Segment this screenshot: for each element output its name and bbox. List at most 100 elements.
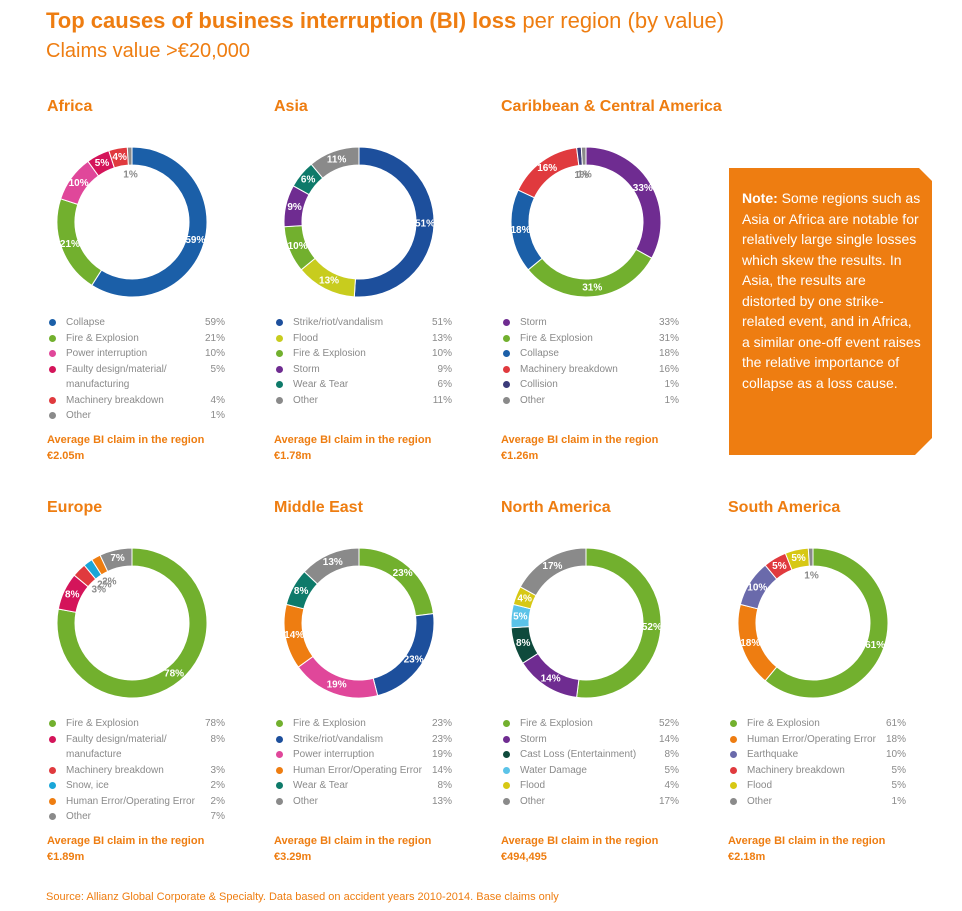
title-bold: Top causes of business interruption (BI)… — [46, 8, 517, 33]
legend-swatch — [503, 797, 510, 805]
donut-slice — [580, 146, 587, 166]
legend-swatch — [276, 751, 283, 758]
legend-row: Machinery breakdown 5% — [728, 763, 906, 779]
legend-swatch — [276, 396, 283, 404]
legend-swatch — [49, 319, 56, 326]
legend-row: Fire & Explosion 21% — [47, 331, 225, 347]
legend-swatch — [49, 813, 56, 820]
legend: Fire & Explosion 78% Faulty design/materia… — [47, 716, 225, 825]
legend-label: Fire & Explosion — [66, 332, 139, 344]
legend-swatch — [503, 720, 510, 727]
slice-label: 3% — [92, 584, 107, 595]
note-label: Note: — [742, 190, 778, 206]
legend-label: Other — [66, 811, 92, 822]
slice-label: 4% — [517, 593, 532, 604]
average-value: €2.05m — [47, 450, 85, 462]
legend-value: 13% — [431, 795, 452, 807]
slice-label: 16% — [537, 163, 557, 174]
slice-label: 78% — [164, 668, 184, 679]
legend-label: Other — [520, 394, 546, 406]
legend-value: 5% — [891, 780, 906, 791]
slice-label: 21% — [60, 239, 80, 250]
slice-label: 13% — [323, 557, 343, 568]
legend-label: Storm — [293, 363, 320, 375]
legend-row: Collision 1% — [501, 377, 679, 393]
legend-label: Fire & Explosion — [293, 718, 366, 729]
legend-row: Human Error/Operating Error 18% — [728, 732, 906, 748]
donut-slice — [585, 146, 662, 259]
note-text: Note: Some regions such as Asia or Afric… — [742, 188, 922, 393]
slice-label: 59% — [185, 235, 205, 246]
legend-row: Power interruption 10% — [47, 346, 225, 362]
legend-swatch — [503, 735, 510, 743]
average-value: €2.18m — [728, 851, 766, 863]
slice-label: 1% — [577, 170, 592, 181]
legend-row: Storm 14% — [501, 732, 679, 748]
subtitle: Claims value >€20,000 — [46, 40, 251, 62]
legend-swatch — [730, 797, 737, 805]
donut-slice — [91, 146, 208, 298]
legend-row: Snow, ice 2% — [47, 778, 225, 794]
legend-label: Storm — [520, 733, 547, 745]
legend-label: Collapse — [66, 317, 105, 328]
donut-slice — [358, 547, 434, 617]
average-label: Average BI claim in the region — [47, 835, 205, 847]
legend: Storm 33% Fire & Explosion 31% Collapse 18% Ma… — [501, 315, 679, 408]
legend-swatch — [49, 396, 56, 404]
legend-value: 21% — [204, 332, 225, 344]
note-box — [729, 168, 932, 455]
legend-value: 8% — [664, 749, 679, 760]
average-label: Average BI claim in the region — [501, 434, 659, 446]
slice-label: 5% — [513, 611, 528, 622]
legend-value: 1% — [664, 394, 679, 406]
slice-label: 52% — [642, 622, 662, 633]
legend-row: Flood 5% — [728, 778, 906, 794]
source: Source: Allianz Global Corporate & Speci… — [46, 891, 559, 903]
legend-value: 4% — [210, 394, 225, 406]
legend-row: Water Damage 5% — [501, 763, 679, 779]
legend-label: Snow, ice — [66, 780, 109, 791]
legend-swatch — [276, 720, 283, 727]
legend-swatch — [503, 319, 510, 326]
slice-label: 10% — [747, 582, 767, 593]
legend-row: Machinery breakdown 4% — [47, 393, 225, 409]
legend-value: 7% — [210, 811, 225, 822]
slice-label: 6% — [301, 175, 316, 186]
legend-label: Human Error/Operating Error — [293, 764, 422, 776]
slice-label: 33% — [633, 183, 653, 194]
note-shape — [729, 168, 932, 455]
slice-label: 7% — [110, 553, 125, 564]
legend-value: 1% — [891, 795, 906, 807]
legend: Strike/riot/vandalism 51% Flood 13% Fire & E… — [274, 315, 452, 408]
average-value: €3.29m — [274, 851, 312, 863]
legend-row: Other 7% — [47, 809, 225, 825]
legend-swatch — [49, 334, 56, 342]
title: Top causes of business interruption (BI)… — [46, 8, 724, 34]
legend-swatch — [49, 720, 56, 727]
slice-label: 11% — [327, 155, 347, 166]
legend-row: Flood 4% — [501, 778, 679, 794]
slice-label: 18% — [740, 638, 760, 649]
legend-label: Other — [747, 795, 773, 807]
legend-swatch — [49, 365, 56, 373]
legend-value: 19% — [431, 749, 452, 760]
legend-label: Other — [66, 410, 92, 421]
legend-value: 23% — [431, 733, 452, 745]
legend-row: Other 17% — [501, 794, 679, 810]
legend-label: Flood — [520, 780, 546, 791]
legend-value: 3% — [210, 764, 225, 776]
average-label: Average BI claim in the region — [274, 835, 432, 847]
legend: Collapse 59% Fire & Explosion 21% Power inte… — [47, 315, 225, 424]
slice-label: 1% — [123, 170, 138, 181]
legend-swatch — [503, 365, 510, 373]
legend-label: Fire & Explosion — [520, 332, 593, 344]
legend-row: Wear & Tear 8% — [274, 778, 452, 794]
region-title: Middle East — [274, 499, 363, 516]
legend-label: Faulty design/material/ manufacture — [66, 733, 167, 761]
legend-value: 33% — [658, 317, 679, 328]
legend-swatch — [503, 396, 510, 404]
legend-value: 8% — [210, 733, 225, 745]
legend-value: 61% — [885, 718, 906, 729]
legend-row: Fire & Explosion 52% — [501, 716, 679, 732]
